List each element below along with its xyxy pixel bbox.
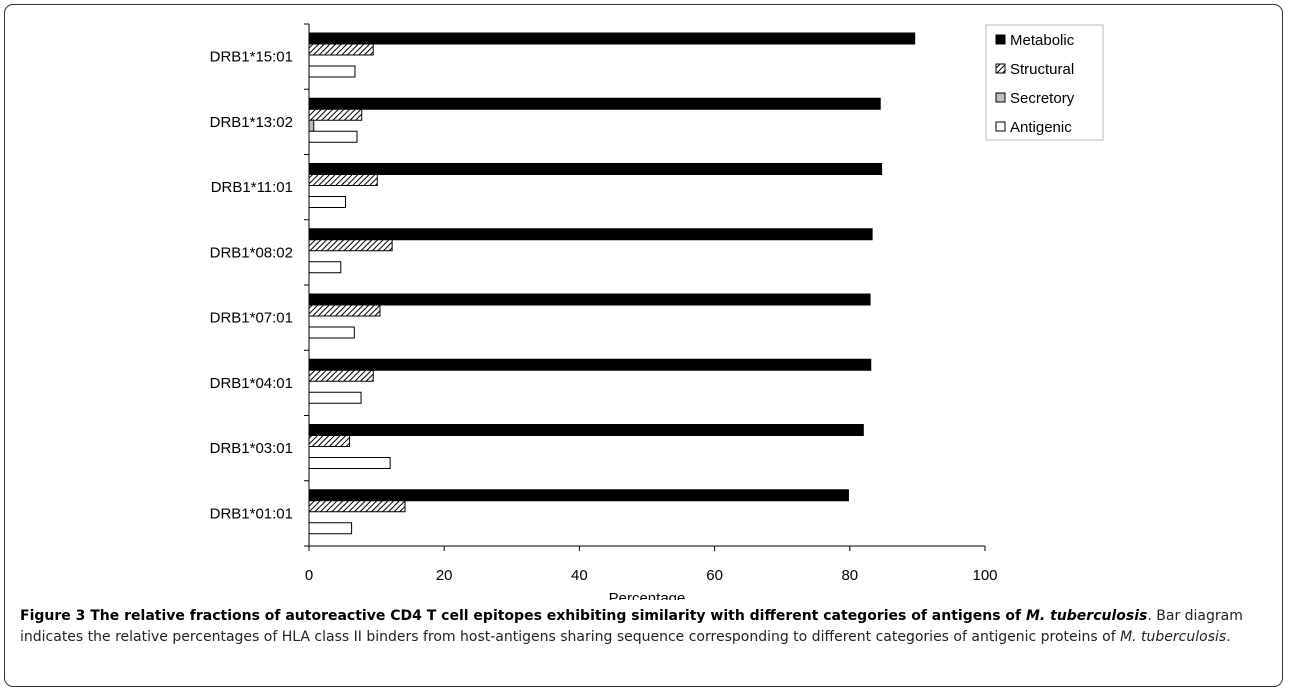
category-label: DRB1*01:01 bbox=[210, 505, 293, 522]
plot-area: 0 20 40 60 80 100 Percentage DRB1*01:01 DRB1*03:… bbox=[210, 23, 998, 600]
x-axis-title: Percentage bbox=[609, 590, 686, 600]
figure-frame bbox=[4, 4, 1283, 687]
bar-antigenic bbox=[308, 522, 353, 535]
bar-chart: 0 20 40 60 80 100 Percentage DRB1*01:01 DRB1*03:… bbox=[210, 23, 1104, 600]
bar-antigenic bbox=[308, 457, 391, 469]
legend-swatch-secretory bbox=[995, 92, 1006, 103]
bar-antigenic bbox=[308, 261, 342, 274]
bar-metabolic bbox=[308, 293, 871, 306]
bar-metabolic bbox=[308, 424, 864, 436]
category-label: DRB1*03:01 bbox=[210, 440, 293, 457]
legend: Metabolic Structural Secretory Antigenic bbox=[985, 24, 1104, 141]
caption-species: M. tuberculosis bbox=[1120, 629, 1227, 645]
bar-structural bbox=[308, 369, 374, 382]
legend-label-antigenic: Antigenic bbox=[1010, 119, 1072, 136]
bar-structural bbox=[308, 500, 406, 513]
bar-metabolic bbox=[308, 228, 873, 241]
legend-swatch-antigenic bbox=[995, 121, 1006, 132]
legend-label-metabolic: Metabolic bbox=[1010, 32, 1075, 49]
legend-label-secretory: Secretory bbox=[1010, 90, 1075, 107]
legend-swatch-metabolic bbox=[995, 34, 1006, 45]
legend-swatch-structural bbox=[995, 63, 1006, 74]
x-tick-label: 20 bbox=[436, 567, 453, 584]
x-tick-label: 60 bbox=[706, 567, 723, 584]
bar-secretory bbox=[308, 119, 315, 132]
x-tick-label: 40 bbox=[571, 567, 588, 584]
bar-structural bbox=[308, 435, 351, 447]
category-label: DRB1*13:02 bbox=[210, 114, 293, 131]
bar-structural bbox=[308, 43, 374, 56]
category-label: DRB1*11:01 bbox=[211, 179, 293, 196]
category-label: DRB1*15:01 bbox=[210, 49, 293, 66]
bar-metabolic bbox=[308, 358, 872, 371]
category-label: DRB1*07:01 bbox=[210, 310, 293, 327]
bar-structural bbox=[308, 174, 378, 186]
category-label: DRB1*08:02 bbox=[210, 244, 293, 261]
bar-antigenic bbox=[308, 196, 347, 208]
bar-antigenic bbox=[308, 326, 355, 339]
bar-structural bbox=[308, 239, 393, 252]
x-tick-label: 80 bbox=[841, 567, 858, 584]
figure-caption: Figure 3 The relative fractions of autor… bbox=[20, 608, 1243, 645]
bar-metabolic bbox=[308, 489, 849, 502]
bar-metabolic bbox=[308, 97, 881, 110]
bar-antigenic bbox=[308, 65, 356, 78]
category-label: DRB1*04:01 bbox=[210, 375, 293, 392]
legend-label-structural: Structural bbox=[1010, 61, 1074, 78]
caption-body: . Bar diagram indicates the relative per… bbox=[20, 608, 1243, 645]
caption-title: Figure 3 The relative fractions of autor… bbox=[20, 608, 1148, 624]
bar-metabolic bbox=[308, 32, 916, 45]
x-tick-label: 100 bbox=[972, 567, 997, 584]
bar-antigenic bbox=[308, 130, 358, 143]
bar-structural bbox=[308, 108, 363, 121]
bar-antigenic bbox=[308, 391, 362, 404]
legend-box bbox=[985, 24, 1104, 141]
bar-structural bbox=[308, 304, 381, 317]
bar-metabolic bbox=[308, 163, 883, 175]
x-tick-label: 0 bbox=[305, 567, 313, 584]
